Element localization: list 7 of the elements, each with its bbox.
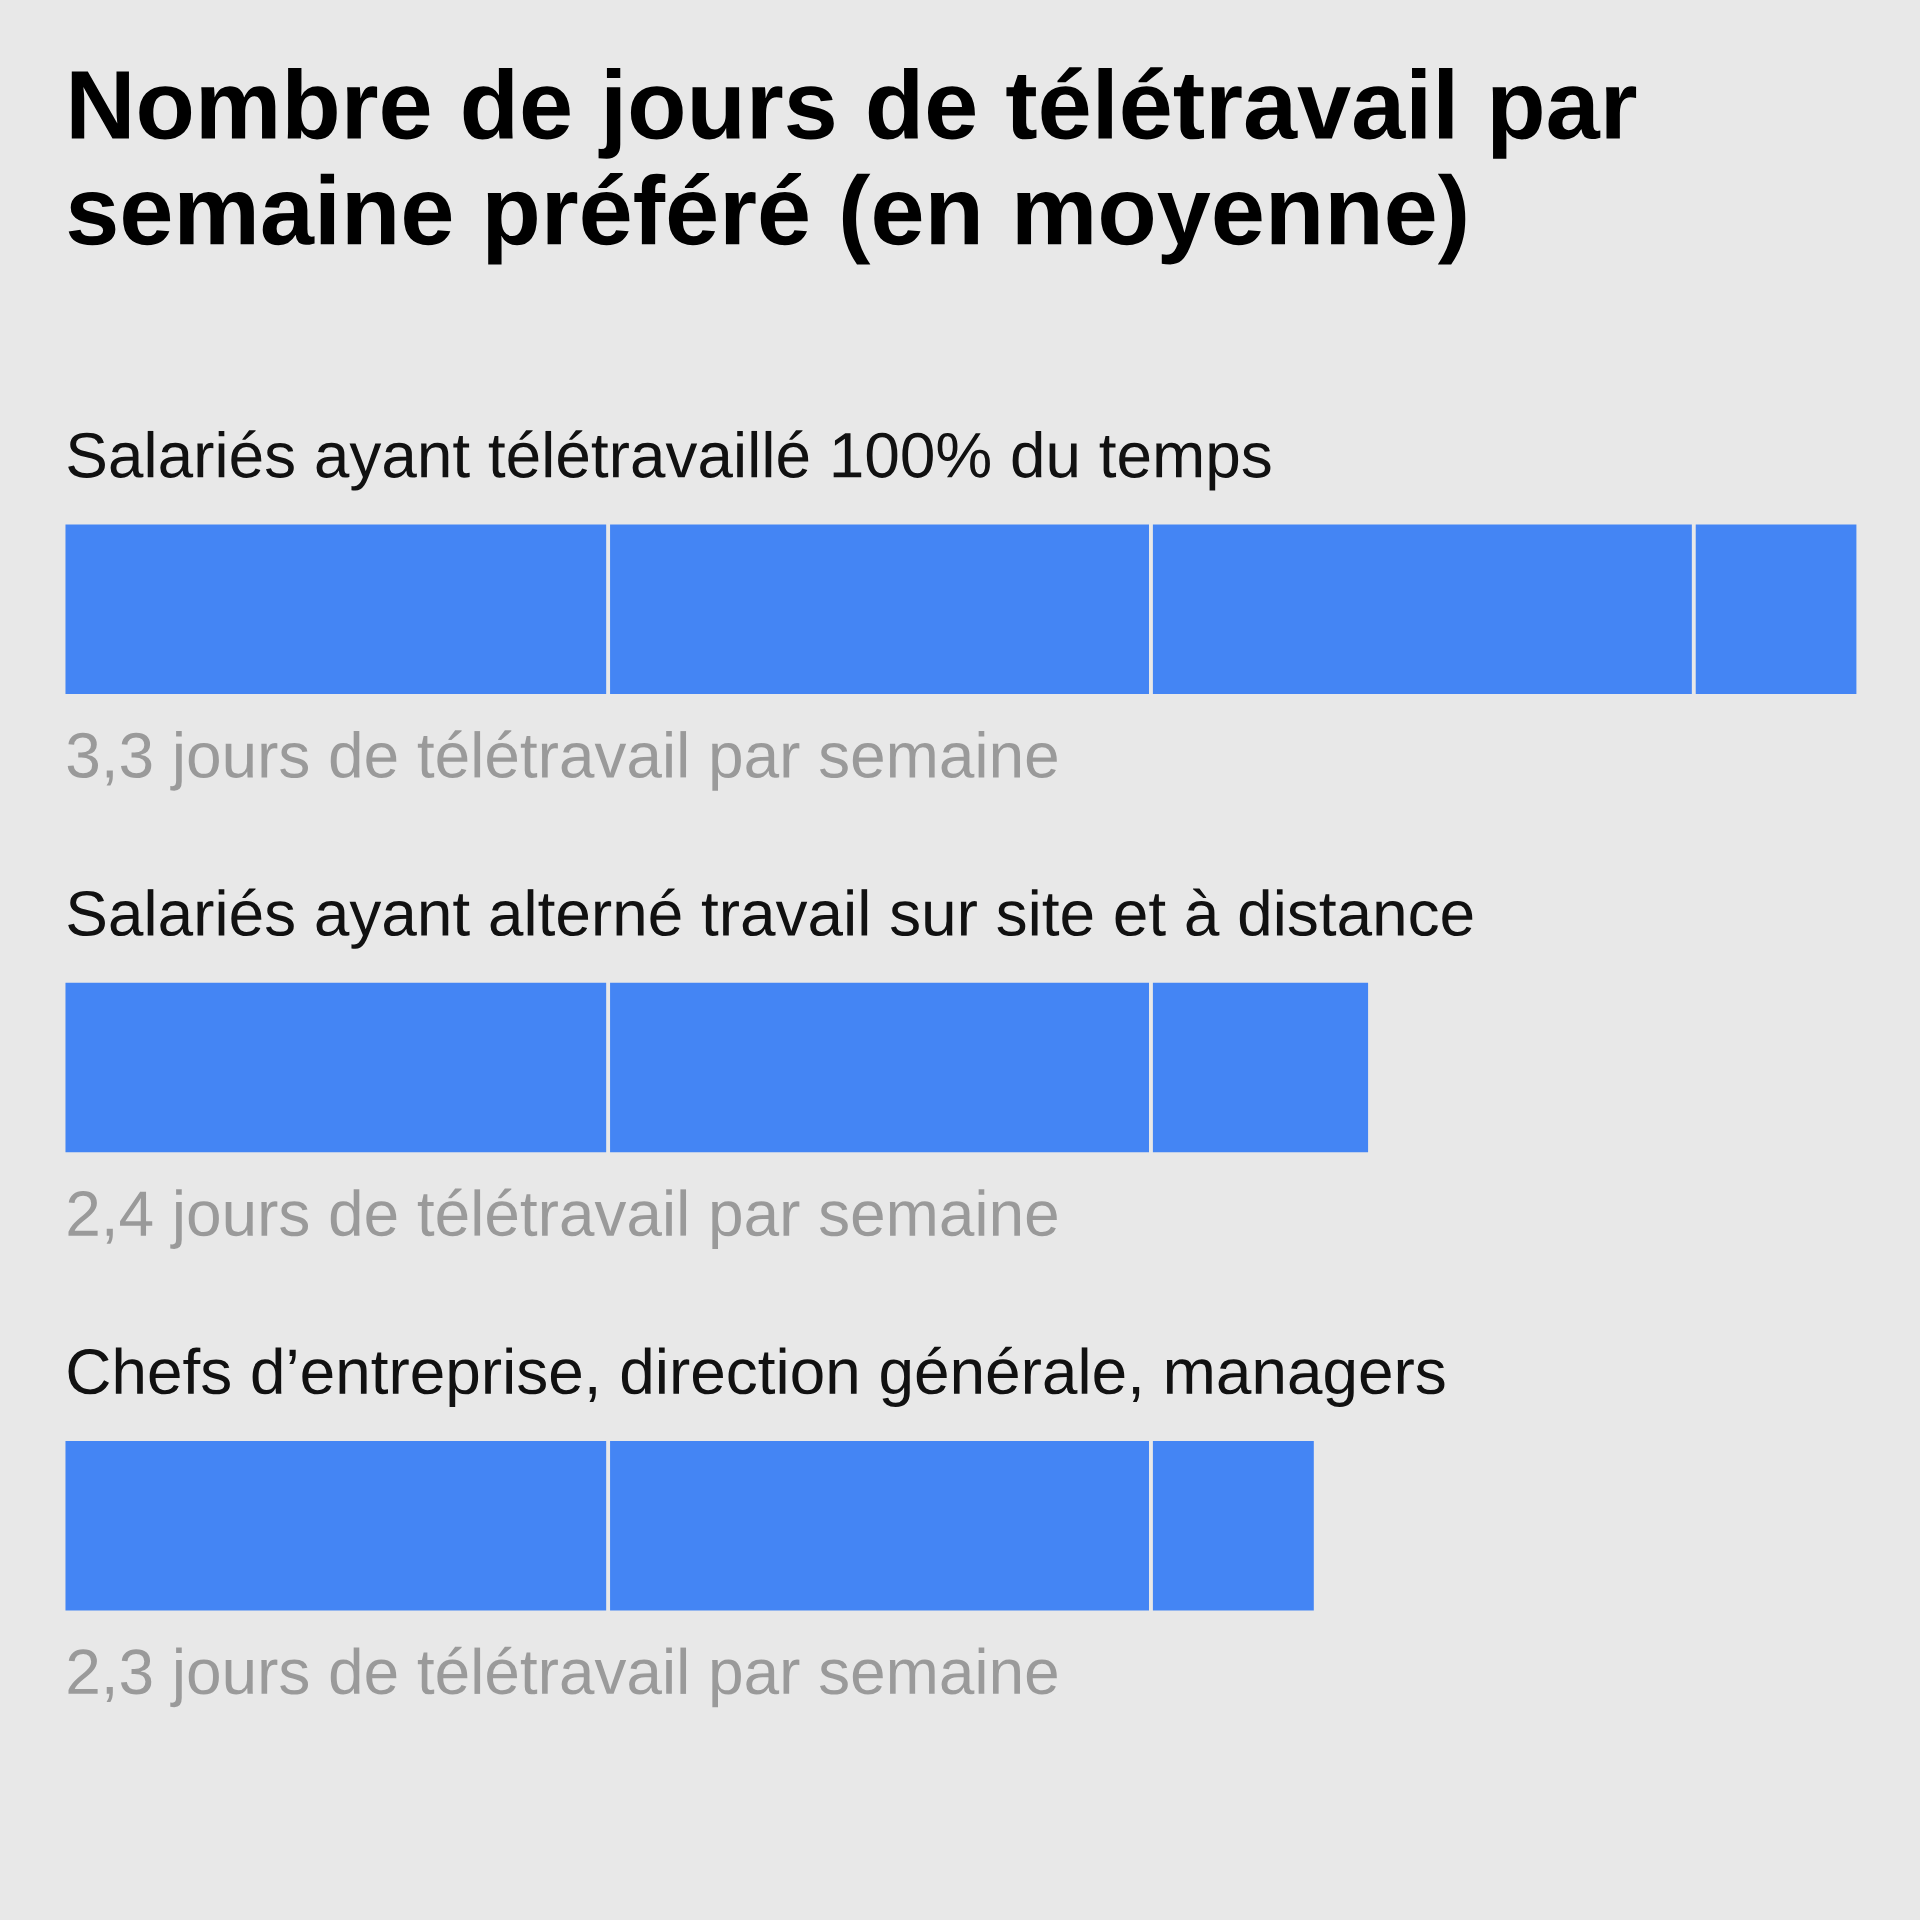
data-label: 3,3 jours de télétravail par semaine [67, 730, 1057, 791]
y-tick-label: Salariés ayant alterné travail sur site et à distance [68, 888, 1473, 949]
y-tick-label: Chefs d’entreprise, direction générale, managers [68, 1346, 1445, 1407]
data-label: 2,4 jours de télétravail par semaine [68, 1188, 1057, 1249]
chart-title: Nombre de jours de télétravail par semaine préféré (en moyenne) [68, 67, 1637, 265]
data-label: 2,3 jours de télétravail par semaine [68, 1646, 1057, 1708]
y-tick-label: Salariés ayant télétravaillé 100% du temps [68, 430, 1271, 491]
